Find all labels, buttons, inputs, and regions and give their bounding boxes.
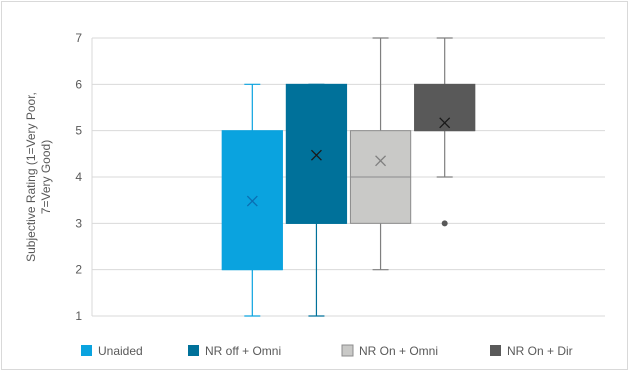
legend-item-4: NR On + Dir — [490, 344, 573, 358]
box-2 — [285, 83, 348, 317]
mean-marker-stroke-b — [310, 149, 322, 161]
legend-label: Unaided — [98, 344, 143, 358]
mean-marker-stroke-b — [246, 195, 258, 207]
legend-swatch — [341, 344, 354, 357]
y-tick-label-1: 1 — [75, 309, 82, 323]
y-axis-label: Subjective Rating (1=Very Poor, 7=Very G… — [24, 92, 53, 262]
y-tick-labels: 1 2 3 4 5 6 7 — [75, 31, 82, 323]
box-4 — [414, 37, 476, 227]
legend-item-1: Unaided — [81, 344, 143, 358]
box-plot-chart: 1 2 3 4 5 6 7 Subjective Rating (1=Very Poor, … — [24, 31, 605, 358]
mean-marker — [439, 117, 451, 129]
legend-swatch — [490, 345, 501, 356]
y-axis-label-line-1: Subjective Rating (1=Very Poor, — [24, 92, 38, 262]
legend-swatch — [188, 345, 199, 356]
chart-frame: 1 2 3 4 5 6 7 Subjective Rating (1=Very Poor, … — [1, 1, 628, 370]
y-tick-label-2: 2 — [75, 263, 82, 277]
legend-item-3: NR On + Omni — [341, 344, 438, 358]
legend-swatch — [81, 345, 92, 356]
mean-marker — [246, 195, 258, 207]
mean-marker — [375, 155, 387, 167]
box-rect — [285, 83, 348, 224]
y-axis-label-line-2: 7=Very Good) — [39, 140, 53, 214]
legend-label: NR On + Omni — [359, 344, 438, 358]
y-tick-label-3: 3 — [75, 216, 82, 230]
y-tick-label-5: 5 — [75, 124, 82, 138]
mean-marker — [310, 149, 322, 161]
outlier-point-1 — [441, 220, 448, 227]
legend-label: NR off + Omni — [205, 344, 281, 358]
box-1 — [221, 83, 283, 317]
y-tick-label-7: 7 — [75, 31, 82, 45]
mean-marker-stroke-b — [375, 155, 387, 167]
boxes — [221, 37, 476, 317]
legend-item-2: NR off + Omni — [188, 344, 281, 358]
box-rect — [414, 83, 476, 132]
gridlines — [91, 37, 605, 317]
y-tick-label-4: 4 — [75, 170, 82, 184]
box-rect — [221, 130, 283, 271]
legend: Unaided NR off + Omni NR On + Omni NR On + … — [81, 344, 573, 358]
legend-label: NR On + Dir — [507, 344, 573, 358]
mean-marker-stroke-b — [439, 117, 451, 129]
y-tick-label-6: 6 — [75, 77, 82, 91]
box-3 — [349, 37, 412, 271]
